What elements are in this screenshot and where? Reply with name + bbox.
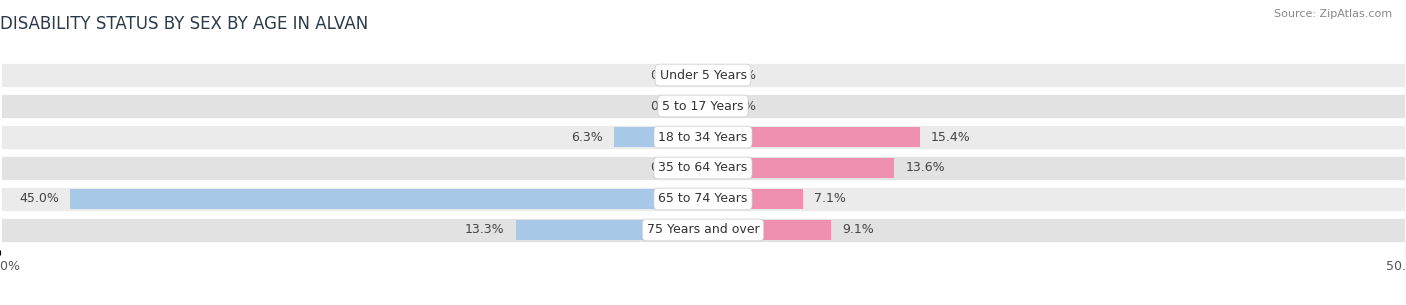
Bar: [703, 127, 920, 147]
Bar: [0, 93, 1406, 119]
Text: Source: ZipAtlas.com: Source: ZipAtlas.com: [1274, 9, 1392, 19]
Text: 0.0%: 0.0%: [650, 99, 682, 113]
Bar: [0, 62, 1406, 88]
Bar: [703, 189, 803, 209]
Text: 13.3%: 13.3%: [465, 224, 505, 236]
Text: 5 to 17 Years: 5 to 17 Years: [662, 99, 744, 113]
Bar: [614, 127, 703, 147]
Text: 9.1%: 9.1%: [842, 224, 875, 236]
Bar: [516, 220, 703, 239]
Legend: Male, Female: Male, Female: [631, 303, 775, 305]
Text: 18 to 34 Years: 18 to 34 Years: [658, 131, 748, 144]
Bar: [0, 217, 1406, 243]
Bar: [703, 158, 894, 178]
Text: 0.0%: 0.0%: [724, 69, 756, 81]
Bar: [70, 189, 703, 209]
Text: 13.6%: 13.6%: [905, 161, 945, 174]
Text: 0.0%: 0.0%: [650, 161, 682, 174]
Text: 0.0%: 0.0%: [724, 99, 756, 113]
Bar: [0, 155, 1406, 181]
Text: 45.0%: 45.0%: [20, 192, 59, 206]
Text: DISABILITY STATUS BY SEX BY AGE IN ALVAN: DISABILITY STATUS BY SEX BY AGE IN ALVAN: [0, 15, 368, 33]
Text: 0.0%: 0.0%: [650, 69, 682, 81]
Text: 15.4%: 15.4%: [931, 131, 970, 144]
Text: 65 to 74 Years: 65 to 74 Years: [658, 192, 748, 206]
Bar: [0, 124, 1406, 150]
Bar: [0, 186, 1406, 212]
Text: 35 to 64 Years: 35 to 64 Years: [658, 161, 748, 174]
Text: 6.3%: 6.3%: [571, 131, 603, 144]
Text: 75 Years and over: 75 Years and over: [647, 224, 759, 236]
Text: 7.1%: 7.1%: [814, 192, 846, 206]
Text: Under 5 Years: Under 5 Years: [659, 69, 747, 81]
Bar: [703, 220, 831, 239]
